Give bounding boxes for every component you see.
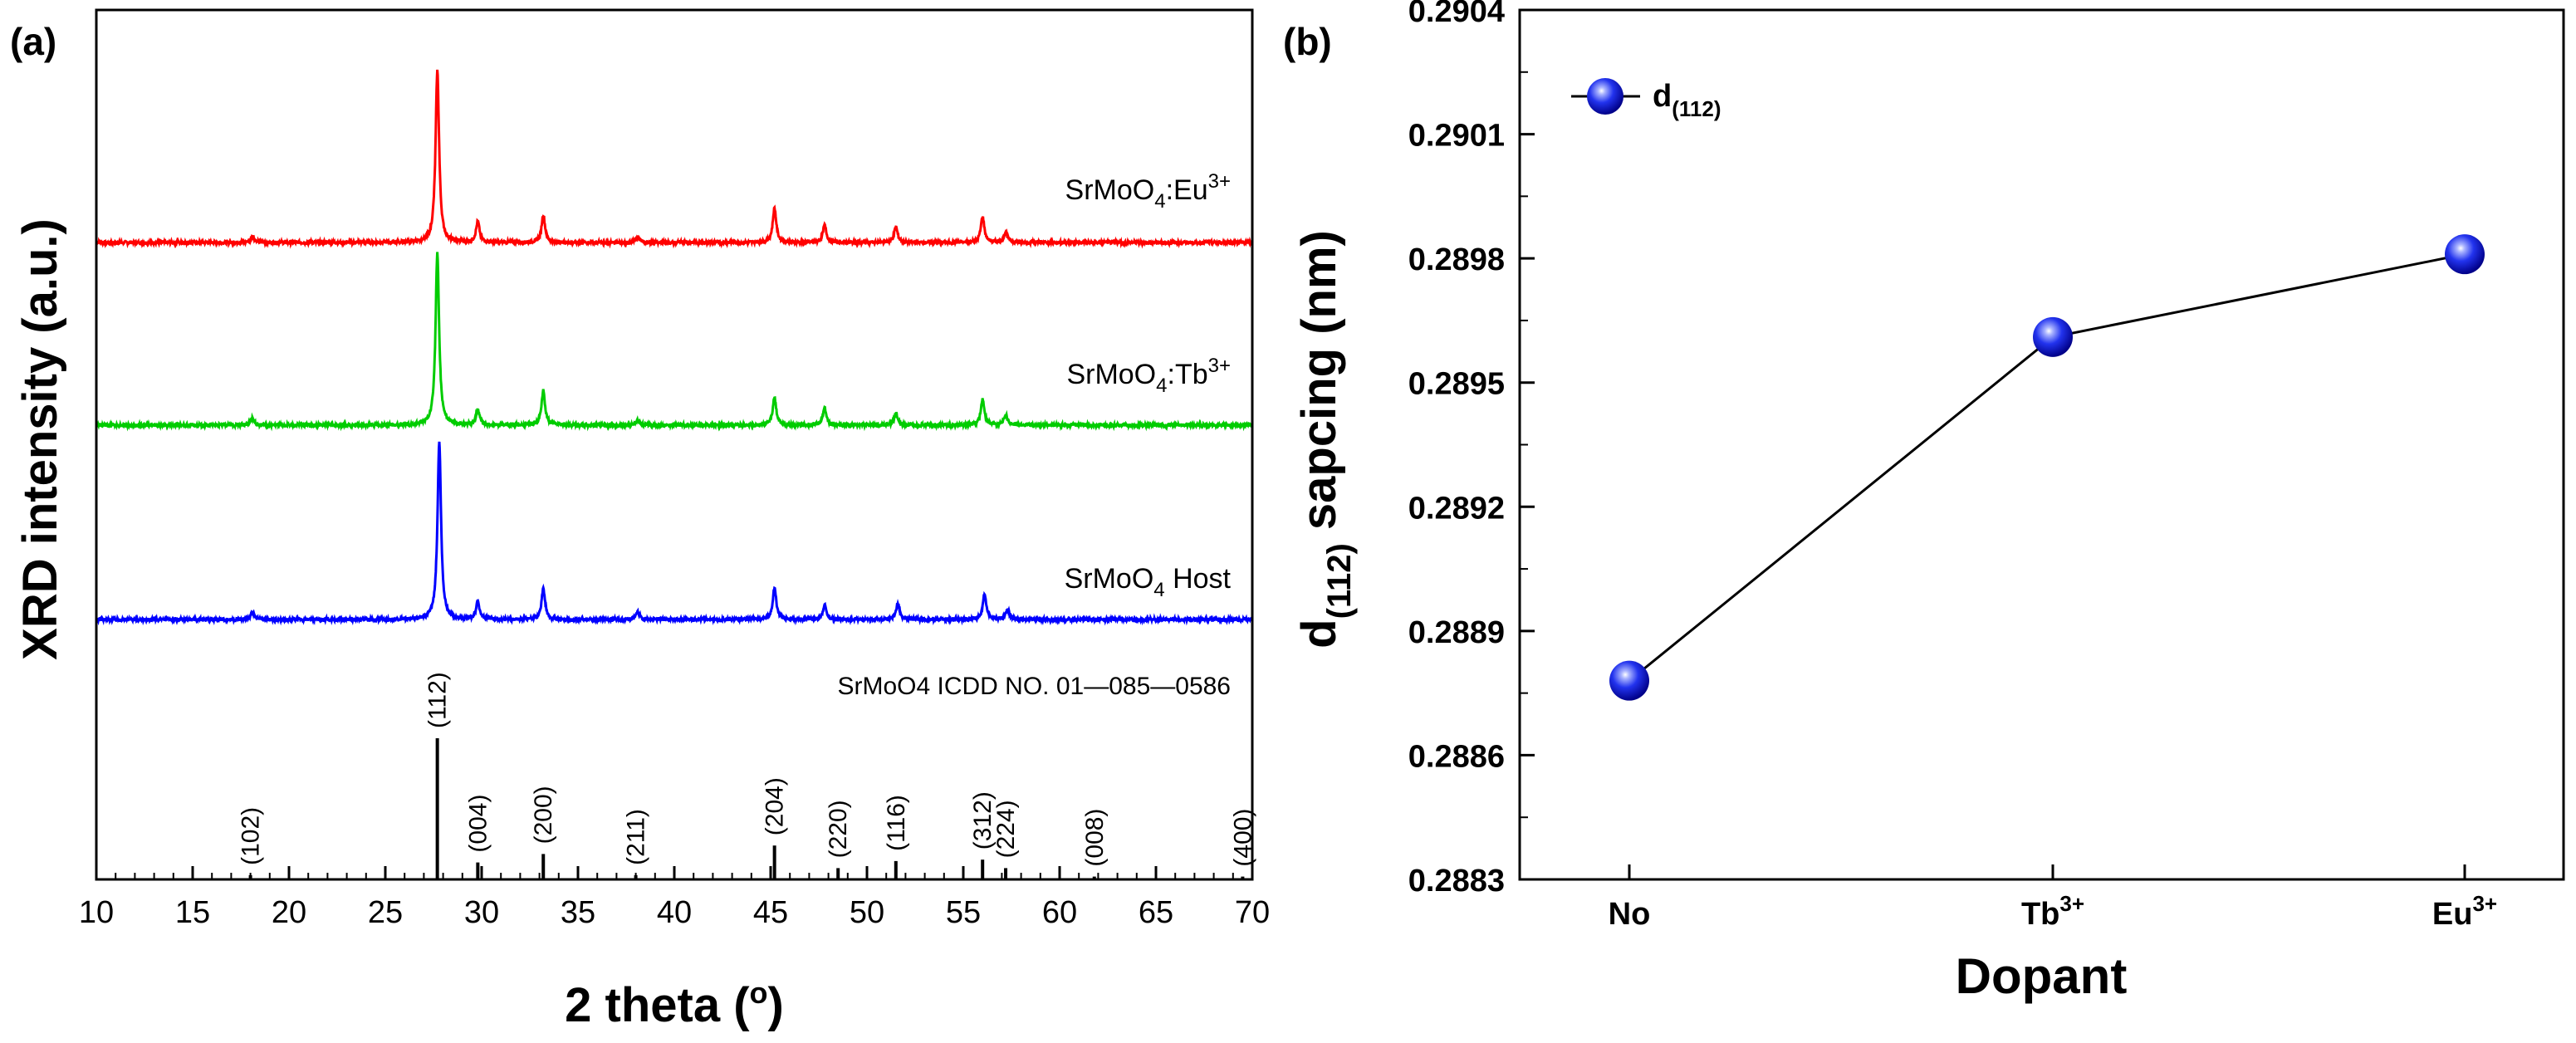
x-category-label: Eu3+ — [2432, 891, 2497, 932]
panel-b-frame — [1518, 8, 2565, 881]
y-tick-label: 0.2901 — [1408, 119, 1505, 154]
x-category-label: Tb3+ — [2021, 891, 2084, 932]
panel-b-ylabel: d(112) sapcing (nm) — [1292, 230, 1358, 649]
xrd-curve — [95, 441, 1253, 626]
category-base: Tb — [2021, 897, 2059, 932]
legend: d(112) — [1571, 78, 1721, 121]
series-label-mid: Host — [1165, 563, 1232, 595]
x-tick-label: 65 — [1139, 895, 1173, 930]
data-point — [2033, 316, 2073, 357]
xrd-curve — [95, 69, 1254, 249]
x-tick-label: 60 — [1042, 895, 1077, 930]
series-label: SrMoO4:Tb3+ — [1066, 355, 1231, 397]
x-tick-label: 40 — [657, 895, 692, 930]
y-tick-label: 0.2889 — [1408, 615, 1505, 650]
series-label-sup: 3+ — [1208, 355, 1231, 377]
series-label-mid: :Eu — [1166, 174, 1208, 206]
x-axis-ticks: 10 15 20 25 30 35 40 45 50 55 60 65 70 — [79, 866, 1270, 930]
series-label-main: SrMoO — [1065, 174, 1155, 206]
category-sup: 3+ — [2059, 891, 2084, 916]
reference-hkl-label: (102) — [238, 807, 265, 865]
x-tick-label: 45 — [753, 895, 788, 930]
x-tick-label: 15 — [175, 895, 210, 930]
reference-hkl-label: (211) — [623, 809, 650, 865]
category-base: Eu — [2432, 897, 2473, 932]
x-tick-label: 70 — [1235, 895, 1270, 930]
y-tick-label: 0.2886 — [1408, 739, 1505, 774]
reference-title: SrMoO4 ICDD NO. 01—085—0586 — [837, 673, 1231, 700]
x-tick-label: 30 — [464, 895, 499, 930]
xrd-curve — [95, 252, 1254, 432]
x-tick-label: 55 — [946, 895, 981, 930]
panel-a: (a) XRD intensity (a.u.) SrMoO4:Eu3+SrMo… — [10, 8, 1270, 1032]
series-label-sup: 3+ — [1208, 170, 1231, 193]
reference-lines: (102) (112) (004) (200) (211) (204) (220) (116)… — [238, 672, 1256, 879]
category-sup: 3+ — [2472, 891, 2497, 916]
series-label-sub: 4 — [1154, 190, 1165, 213]
x-tick-label: 25 — [368, 895, 403, 930]
panel-a-label: (a) — [10, 20, 56, 63]
x-tick-label: 50 — [850, 895, 884, 930]
reference-hkl-label: (220) — [825, 800, 852, 858]
reference-hkl-label: (200) — [530, 786, 557, 844]
ylabel-sub: (112) — [1321, 543, 1358, 619]
reference-hkl-label: (008) — [1081, 809, 1109, 867]
data-point — [1609, 660, 1649, 701]
d112-series — [1609, 234, 2485, 701]
legend-label: d(112) — [1653, 79, 1721, 121]
y-tick-label: 0.2883 — [1408, 864, 1505, 899]
panel-a-ylabel: XRD intensity (a.u.) — [13, 218, 67, 660]
series-label: SrMoO4 Host — [1065, 563, 1232, 601]
panel-b-label: (b) — [1283, 20, 1332, 63]
reference-hkl-label: (204) — [762, 777, 789, 835]
panel-a-xlabel: 2 theta (o) — [565, 976, 784, 1032]
ylabel-main: d — [1292, 619, 1346, 648]
series-labels: SrMoO4:Eu3+SrMoO4:Tb3+SrMoO4 Host — [1065, 170, 1232, 601]
reference-hkl-label: (224) — [992, 800, 1020, 858]
category-base: No — [1609, 897, 1651, 932]
panel-b-xlabel: Dopant — [1956, 948, 2128, 1004]
series-label: SrMoO4:Eu3+ — [1065, 170, 1231, 213]
x-category-label: No — [1609, 897, 1651, 932]
reference-hkl-label: (004) — [464, 795, 492, 853]
series-label-sub: 4 — [1156, 375, 1167, 397]
reference-hkl-label: (312) — [969, 791, 997, 850]
xlabel-main: 2 theta ( — [565, 978, 750, 1032]
x-tick-label: 20 — [272, 895, 306, 930]
reference-hkl-label: (112) — [424, 672, 452, 728]
xrd-spectra — [95, 69, 1254, 626]
x-axis-categories: No Tb3+ Eu3+ — [1609, 864, 2497, 932]
ylabel-end: sapcing (nm) — [1292, 230, 1346, 543]
y-tick-label: 0.2892 — [1408, 491, 1505, 526]
series-label-mid: :Tb — [1168, 359, 1208, 390]
y-tick-label: 0.2898 — [1408, 242, 1505, 277]
legend-main: d — [1653, 79, 1672, 114]
reference-hkl-label: (116) — [883, 795, 910, 851]
x-tick-label: 10 — [79, 895, 114, 930]
panel-b: (b) d(112) sapcing (nm) 0.28830.28860.28… — [1283, 0, 2565, 1004]
y-tick-label: 0.2904 — [1408, 0, 1505, 29]
series-label-sub: 4 — [1153, 579, 1164, 601]
series-label-main: SrMoO — [1065, 563, 1154, 595]
xlabel-sup: o — [750, 976, 768, 1010]
y-tick-label: 0.2895 — [1408, 367, 1505, 402]
data-point — [2445, 234, 2485, 275]
x-tick-label: 35 — [561, 895, 595, 930]
panel-a-frame — [95, 8, 1254, 881]
y-axis-ticks: 0.2883 0.2886 0.2889 0.2892 0.2895 0.2898 0.29… — [1408, 0, 1535, 899]
xlabel-end: ) — [768, 978, 784, 1032]
legend-marker — [1587, 78, 1623, 115]
legend-sub: (112) — [1672, 96, 1721, 121]
series-label-main: SrMoO — [1066, 359, 1156, 390]
